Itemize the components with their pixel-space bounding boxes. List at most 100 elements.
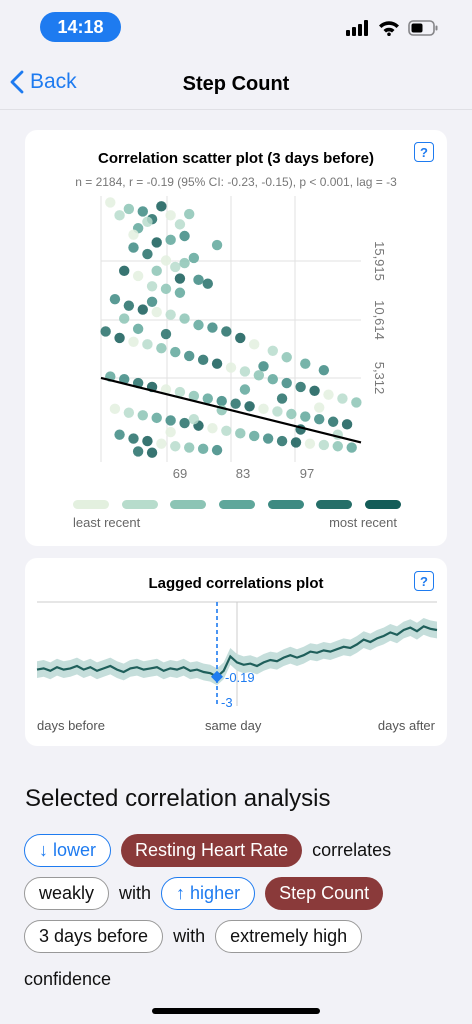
scatter-point: [151, 265, 162, 277]
legend-swatch: [121, 500, 158, 509]
variable-step-count-pill[interactable]: Step Count: [265, 877, 384, 910]
scatter-point: [188, 413, 200, 425]
legend-most-recent: most recent: [329, 515, 397, 530]
scatter-point: [276, 435, 288, 447]
scatter-point: [351, 397, 362, 408]
y-tick-label: 15,915: [372, 241, 387, 281]
scatter-point: [193, 319, 204, 331]
scatter-point: [295, 381, 306, 393]
analysis-section-title: Selected correlation analysis: [25, 785, 331, 812]
scatter-point: [207, 423, 218, 434]
word-confidence: confidence: [24, 969, 112, 989]
legend-swatch: [267, 500, 304, 509]
scatter-point: [146, 281, 158, 292]
lagged-correlations-plot: -0.19 -3: [36, 601, 438, 710]
scatter-point: [258, 361, 269, 372]
scatter-point: [202, 278, 213, 289]
scatter-point: [160, 384, 172, 395]
y-tick-label: 10,614: [372, 300, 387, 340]
direction-higher-pill[interactable]: ↑ higher: [161, 877, 256, 910]
scatter-point: [132, 270, 144, 282]
scatter-point: [318, 364, 330, 376]
lagged-correlations-card: Lagged correlations plot ? -0.19 -3 days …: [25, 558, 447, 746]
back-button[interactable]: Back: [10, 70, 77, 94]
scatter-plot-title: Correlation scatter plot (3 days before): [98, 150, 374, 167]
scatter-point: [165, 309, 176, 320]
scatter-point: [346, 442, 357, 453]
legend-swatch: [218, 500, 255, 509]
scatter-point: [276, 393, 288, 404]
scatter-point: [142, 435, 153, 447]
scatter-point: [160, 283, 172, 295]
scatter-point: [119, 265, 130, 277]
scatter-point: [109, 403, 121, 415]
scatter-point: [123, 300, 135, 311]
scatter-point: [323, 389, 334, 400]
scatter-help-button[interactable]: ?: [414, 142, 434, 162]
battery-icon: [408, 20, 438, 36]
scatter-point: [109, 294, 121, 305]
scatter-point: [174, 386, 186, 398]
y-tick-label: 5,312: [372, 362, 387, 395]
lag-days-before-pill[interactable]: 3 days before: [24, 920, 164, 953]
scatter-point: [179, 257, 190, 269]
scatter-point: [207, 322, 218, 333]
scatter-point: [267, 345, 278, 356]
scatter-point: [132, 323, 144, 335]
lag-label-days-after: days after: [377, 718, 435, 733]
recency-legend: [73, 500, 401, 509]
scatter-point: [239, 384, 251, 395]
scatter-point: [235, 428, 246, 439]
lagged-help-button[interactable]: ?: [414, 571, 434, 591]
legend-swatch: [170, 500, 207, 509]
scatter-point: [286, 408, 297, 420]
page-title: Step Count: [182, 73, 290, 95]
scatter-point: [188, 390, 200, 402]
trend-line: [100, 376, 362, 444]
scatter-point: [197, 354, 209, 366]
scatter-point: [165, 210, 176, 221]
direction-lower-pill[interactable]: ↓ lower: [24, 834, 112, 867]
home-indicator: [152, 1008, 320, 1014]
scatter-point: [197, 443, 209, 455]
scatter-point: [211, 239, 223, 251]
scatter-point: [184, 442, 195, 453]
scatter-point: [146, 296, 158, 307]
scatter-point: [337, 393, 348, 404]
word-with: with: [119, 883, 152, 903]
scatter-point: [290, 437, 302, 448]
scatter-point: [100, 326, 111, 337]
scatter-point: [327, 416, 339, 427]
scatter-point: [235, 332, 246, 344]
scatter-point: [179, 313, 190, 324]
legend-least-recent: least recent: [73, 515, 141, 530]
scatter-point: [239, 366, 251, 377]
strength-weakly-pill[interactable]: weakly: [24, 877, 110, 910]
scatter-point: [174, 273, 186, 284]
scatter-point: [262, 433, 274, 444]
scatter-point: [128, 336, 139, 347]
wifi-icon: [379, 21, 399, 36]
scatter-point: [188, 252, 200, 264]
scatter-point: [225, 362, 237, 373]
word-with: with: [173, 926, 206, 946]
scatter-point: [332, 441, 343, 452]
variable-resting-heart-rate-pill[interactable]: Resting Heart Rate: [121, 834, 303, 867]
scatter-point: [119, 373, 130, 385]
confidence-level-pill[interactable]: extremely high: [215, 920, 363, 953]
lagged-plot-title: Lagged correlations plot: [148, 575, 324, 592]
selected-lag-point[interactable]: [211, 670, 223, 683]
scatter-point: [114, 332, 125, 344]
back-label: Back: [30, 70, 77, 93]
scatter-point: [216, 395, 227, 407]
selected-lag-label: -3: [221, 695, 233, 710]
scatter-point: [160, 328, 172, 340]
scatter-point: [142, 248, 153, 260]
word-correlates: correlates: [312, 840, 392, 860]
scatter-point: [114, 429, 125, 440]
scatter-point: [174, 219, 186, 230]
scatter-point: [160, 255, 172, 266]
navigation-bar: Back Step Count: [0, 60, 472, 110]
x-tick-label: 83: [236, 466, 250, 481]
scatter-point: [142, 216, 153, 227]
